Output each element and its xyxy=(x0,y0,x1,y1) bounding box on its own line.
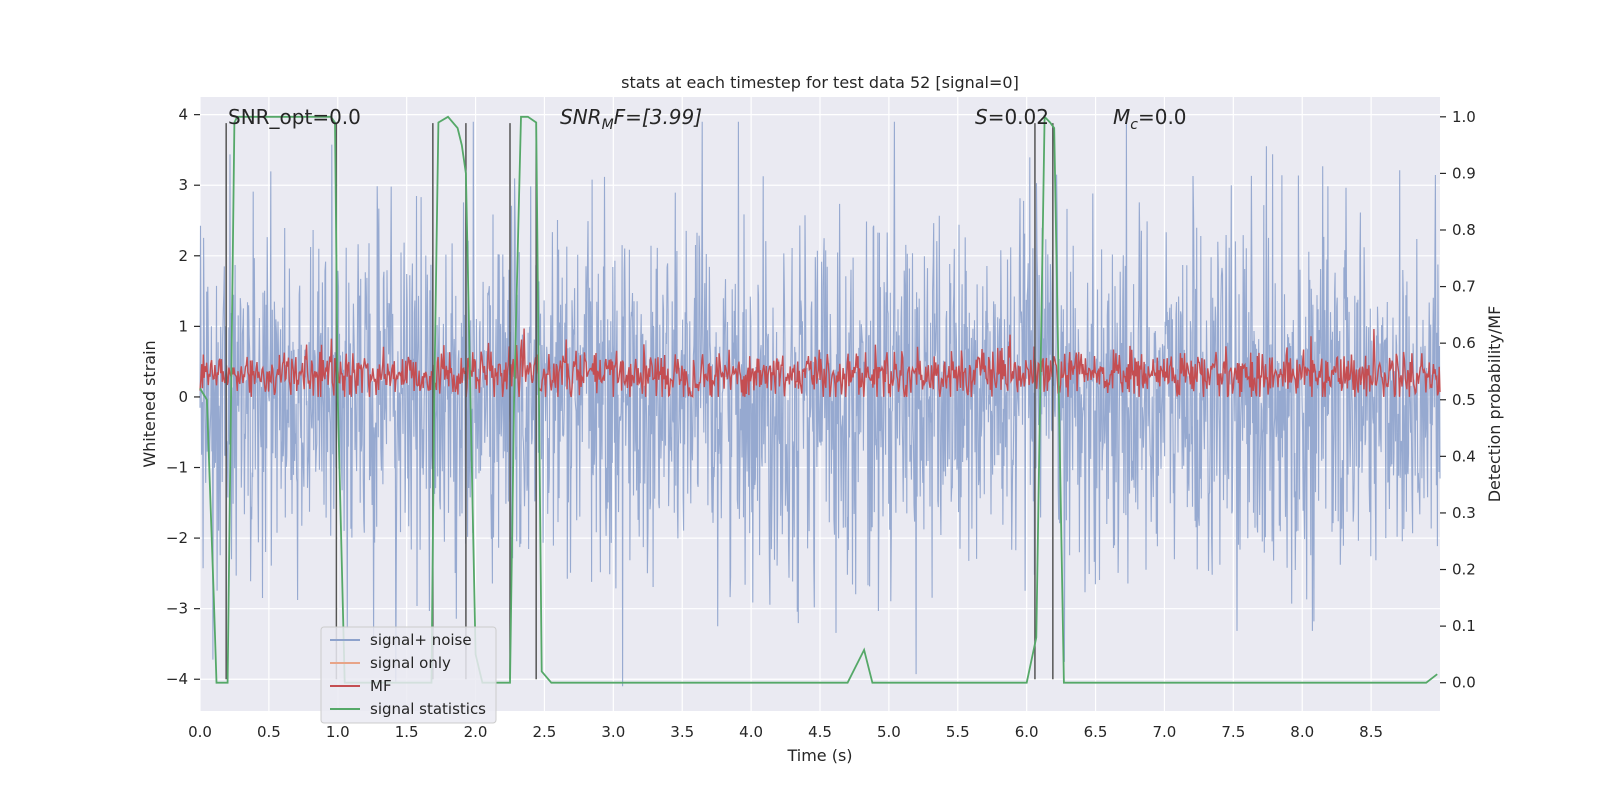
legend-label: signal statistics xyxy=(370,700,486,718)
legend-label: signal+ noise xyxy=(370,631,472,649)
y-left-tick-label: 0 xyxy=(178,388,188,406)
y-left-tick-label: 2 xyxy=(178,247,188,265)
x-tick-label: 2.5 xyxy=(533,723,557,741)
y-left-tick-label: 4 xyxy=(178,106,188,124)
y-left-tick-label: −3 xyxy=(166,600,188,618)
y-right-tick-label: 0.3 xyxy=(1452,504,1476,522)
y-left-tick-label: 1 xyxy=(178,317,188,335)
annotation-snr-opt: SNR_opt=0.0 xyxy=(228,105,361,129)
y-right-tick-label: 0.7 xyxy=(1452,278,1476,296)
y-right-tick-label: 0.9 xyxy=(1452,164,1476,182)
annotation-s: S=0.02 xyxy=(975,105,1049,129)
x-tick-label: 3.5 xyxy=(670,723,694,741)
annotation-snr-mf: SNRMF=[3.99] xyxy=(560,105,702,133)
y-left-tick-label: −2 xyxy=(166,529,188,547)
x-tick-label: 5.0 xyxy=(877,723,901,741)
x-tick-label: 5.5 xyxy=(946,723,970,741)
legend-item: signal only xyxy=(330,654,451,672)
x-tick-label: 6.5 xyxy=(1084,723,1108,741)
y-right-tick-label: 0.4 xyxy=(1452,447,1476,465)
x-tick-label: 1.0 xyxy=(326,723,350,741)
x-tick-label: 8.0 xyxy=(1290,723,1314,741)
legend-label: signal only xyxy=(370,654,451,672)
x-tick-label: 7.5 xyxy=(1221,723,1245,741)
legend-item: signal statistics xyxy=(330,700,486,718)
x-tick-label: 7.0 xyxy=(1153,723,1177,741)
legend-label: MF xyxy=(370,677,392,695)
x-axis-label: Time (s) xyxy=(786,746,852,765)
y-left-tick-label: −1 xyxy=(166,459,188,477)
x-tick-label: 6.0 xyxy=(1015,723,1039,741)
x-tick-label: 2.0 xyxy=(464,723,488,741)
x-tick-label: 0.5 xyxy=(257,723,281,741)
y-axis-label-right: Detection probability/MF xyxy=(1485,306,1504,503)
legend-item: signal+ noise xyxy=(330,631,472,649)
y-axis-label-left: Whitened strain xyxy=(140,340,159,467)
tick-labels: 0.0 0.5 1.0 1.5 2.0 2.5 3.0 3.5 4.0 4.5 5.0 5.5 6.0 6… xyxy=(166,106,1476,741)
chart-title: stats at each timestep for test data 52 … xyxy=(621,73,1019,92)
legend-box xyxy=(320,626,497,724)
y-right-tick-label: 0.8 xyxy=(1452,221,1476,239)
series-mf xyxy=(199,328,1441,399)
legend: signal+ noise signal only MF signal stat… xyxy=(320,626,497,724)
x-tick-label: 0.0 xyxy=(188,723,212,741)
y-right-tick-label: 0.5 xyxy=(1452,391,1476,409)
y-left-tick-label: 3 xyxy=(178,176,188,194)
x-tick-label: 4.0 xyxy=(739,723,763,741)
x-tick-label: 8.5 xyxy=(1359,723,1383,741)
y-right-tick-label: 0.0 xyxy=(1452,674,1476,692)
y-right-tick-label: 0.1 xyxy=(1452,617,1476,635)
legend-item: MF xyxy=(330,677,392,695)
x-tick-label: 3.0 xyxy=(601,723,625,741)
mf-line xyxy=(199,328,1441,399)
y-right-tick-label: 0.6 xyxy=(1452,334,1476,352)
x-tick-label: 4.5 xyxy=(808,723,832,741)
x-tick-label: 1.5 xyxy=(395,723,419,741)
annotation-mc: Mc=0.0 xyxy=(1113,105,1187,133)
y-left-tick-label: −4 xyxy=(166,670,188,688)
y-right-tick-label: 0.2 xyxy=(1452,561,1476,579)
y-right-tick-label: 1.0 xyxy=(1452,108,1476,126)
